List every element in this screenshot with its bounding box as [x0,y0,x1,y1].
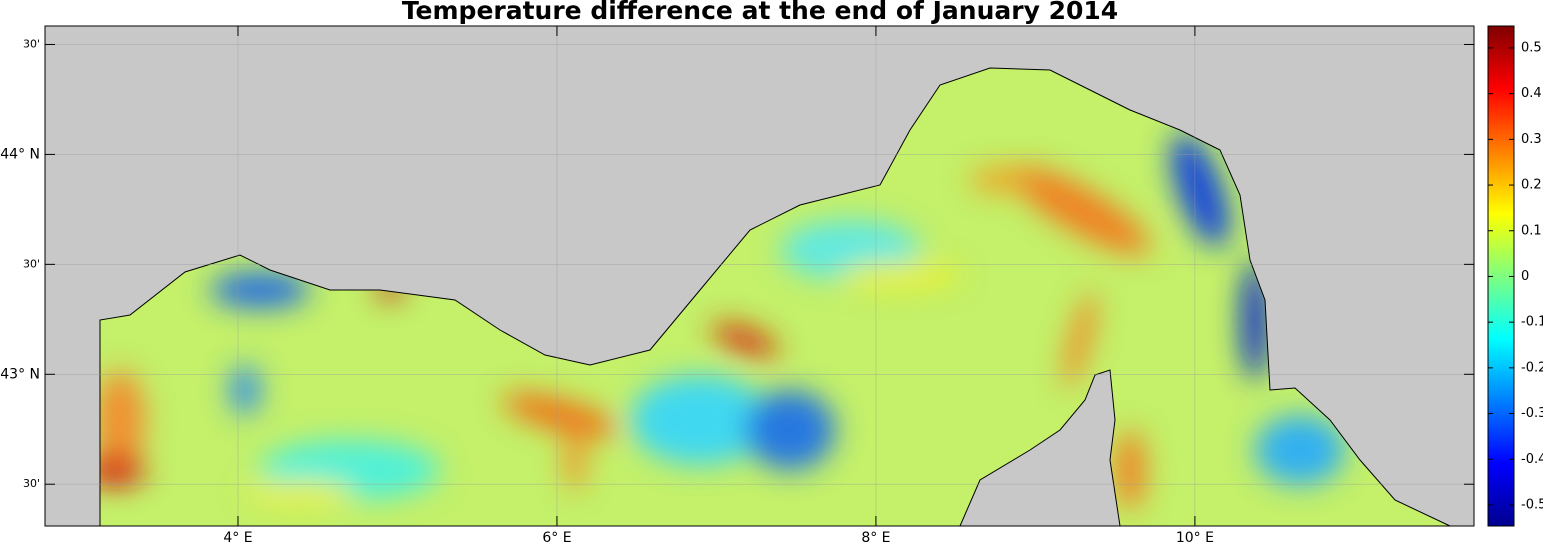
colorbar-tick-label: -0.2 [1521,360,1543,375]
chart-title: Temperature difference at the end of Jan… [402,0,1118,25]
colorbar-tick-label: 0 [1521,269,1529,284]
x-tick-label: 10° E [1176,530,1214,545]
axes-frame [44,25,1475,527]
anomaly-blobs [100,133,1345,510]
x-tick-label: 8° E [861,530,890,545]
axes-ticks [45,26,1474,526]
colorbar-tick-label: -0.3 [1521,406,1543,421]
y-tick-label: 30' [23,477,40,490]
colorbar-tick-label: 0.2 [1521,178,1542,193]
y-tick-label: 43° N [0,366,40,382]
x-tick-label: 4° E [223,530,252,545]
colorbar-tick-label: 0.3 [1521,132,1542,147]
colorbar-tick-label: 0.5 [1521,40,1542,55]
y-tick-label: 30' [23,257,40,270]
colorbar-tick-label: 0.1 [1521,223,1542,238]
x-tick-label: 6° E [542,530,571,545]
y-tick-label: 44° N [0,146,40,162]
colorbar-tick-label: -0.5 [1521,497,1543,512]
coastline [99,67,1451,527]
colorbar-tick-label: 0.4 [1521,86,1542,101]
colorbar-tick-label: -0.4 [1521,452,1543,467]
colorbar-tick-label: -0.1 [1521,315,1543,330]
y-tick-label: 30' [23,37,40,50]
